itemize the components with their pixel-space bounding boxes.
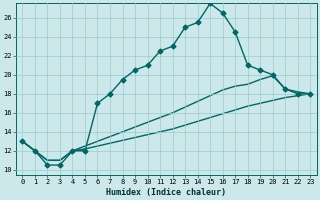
X-axis label: Humidex (Indice chaleur): Humidex (Indice chaleur) xyxy=(106,188,226,197)
